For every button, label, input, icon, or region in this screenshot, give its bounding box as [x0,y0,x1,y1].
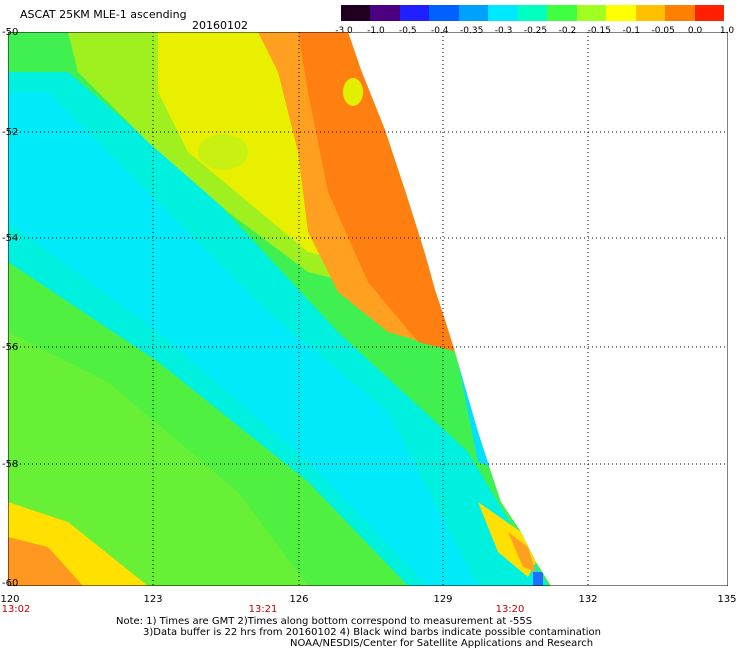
color-scale-labels: -3.0 -1.0 -0.5 -0.4 -0.35 -0.3 -0.25 -0.2 -0.15 -… [330,26,734,38]
color-scale-label: -0.2 [558,26,577,36]
lon-tick-label: 135 [717,594,737,605]
lon-tick-label: 132 [578,594,598,605]
color-scale-segment [694,5,725,21]
lat-tick-label: -60 [2,578,19,589]
note-line-2: 3)Data buffer is 22 hrs from 20160102 4)… [143,627,601,638]
color-scale-segment [370,5,400,21]
note-line-1: Note: 1) Times are GMT 2)Times along bot… [116,616,533,627]
time-label: 13:21 [248,604,278,615]
lat-tick-label: -52 [2,127,19,138]
time-label: 13:02 [1,604,31,615]
color-scale-label: -0.5 [399,26,417,36]
graticule [8,32,728,586]
time-label: 13:20 [495,604,525,615]
swath-map [8,32,728,586]
color-scale-label: 1.0 [719,26,735,36]
lon-tick-label: 120 [0,594,20,605]
color-scale-label: -0.1 [622,26,641,36]
color-scale-label: -0.3 [494,26,513,36]
color-scale-segment [665,5,695,21]
color-scale-label: -0.15 [587,26,611,36]
lon-tick-label: 129 [433,594,453,605]
color-scale-label: 0.0 [687,26,703,36]
color-scale-label: -3.0 [335,26,353,36]
color-scale-segment [458,5,489,21]
color-scale-segment [635,5,666,21]
color-scale-segment [576,5,607,21]
color-scale-segment [399,5,430,21]
color-scale-segment [606,5,636,21]
color-scale-label: -0.25 [523,26,548,36]
lat-tick-label: -50 [2,27,19,38]
lat-tick-label: -58 [2,459,19,470]
swath-field [8,32,551,586]
color-scale-segment [517,5,548,21]
color-scale-segment [547,5,577,21]
map-date: 20160102 [192,19,248,32]
color-scale-label: -0.4 [430,26,449,36]
note-line-3: NOAA/NESDIS/Center for Satellite Applica… [290,638,594,649]
color-scale-segment [341,5,371,21]
lon-tick-label: 123 [143,594,163,605]
color-scale-segment [488,5,518,21]
color-scale-segment [429,5,459,21]
color-scale-label: -0.35 [460,26,484,36]
lat-tick-label: -56 [2,342,19,353]
color-scale-bar [341,5,725,21]
lon-tick-label: 126 [289,594,309,605]
lat-tick-label: -54 [2,233,19,244]
map-title: ASCAT 25KM MLE-1 ascending [20,8,187,21]
color-scale-label: -0.05 [651,26,675,36]
color-scale-label: -1.0 [367,26,385,36]
